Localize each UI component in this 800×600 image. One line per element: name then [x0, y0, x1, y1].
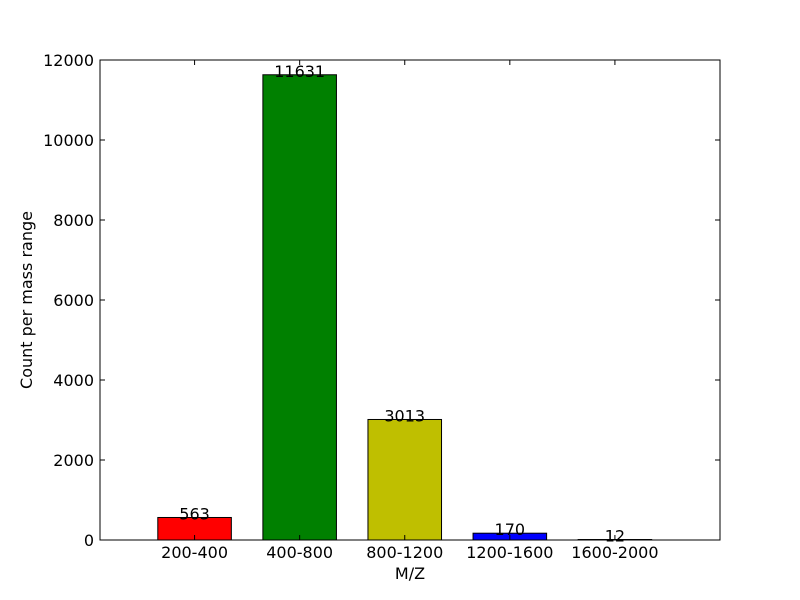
bar-400-800	[262, 74, 337, 541]
y-tick-label: 8000	[53, 211, 94, 230]
data-label-400-800: 11631	[274, 62, 325, 81]
x-tick-label: 1600-2000	[571, 543, 658, 562]
labels-layer: 563200-40011631400-8003013800-1200170120…	[43, 51, 658, 562]
data-label-1600-2000: 12	[605, 527, 625, 546]
bar-800-1200	[367, 418, 443, 541]
y-tick-label: 0	[84, 531, 94, 550]
x-axis-label: M/Z	[395, 564, 425, 583]
bars-layer	[157, 74, 653, 541]
y-tick-label: 10000	[43, 131, 94, 150]
data-label-1200-1600: 170	[495, 520, 526, 539]
data-label-800-1200: 3013	[384, 406, 425, 425]
plot-area-frame	[99, 59, 721, 541]
y-axis-label: Count per mass range	[17, 211, 36, 389]
x-tick-label: 800-1200	[366, 543, 443, 562]
y-tick-label: 6000	[53, 291, 94, 310]
y-tick-label: 4000	[53, 371, 94, 390]
x-tick-label: 400-800	[266, 543, 333, 562]
y-tick-label: 12000	[43, 51, 94, 70]
x-tick-label: 1200-1600	[466, 543, 553, 562]
y-tick-label: 2000	[53, 451, 94, 470]
x-tick-label: 200-400	[161, 543, 228, 562]
data-label-200-400: 563	[179, 504, 210, 523]
